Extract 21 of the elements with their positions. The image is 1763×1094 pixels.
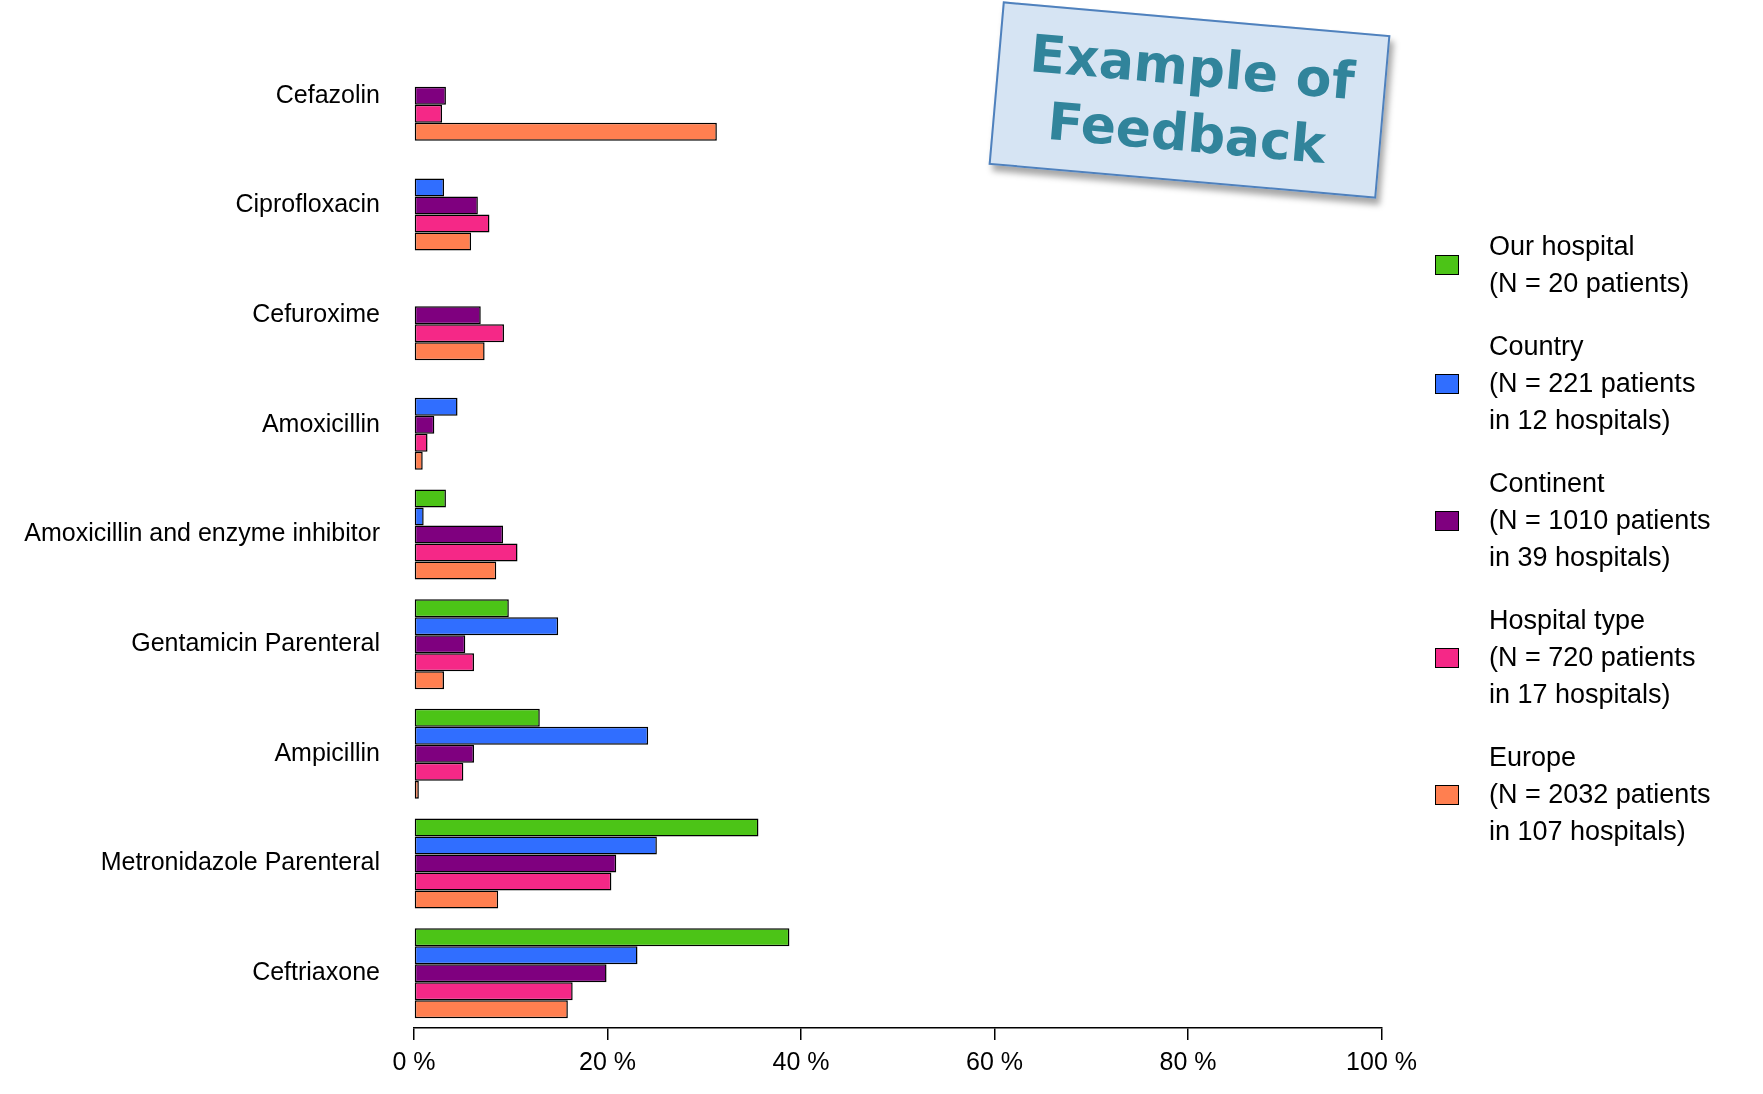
x-tick-label: 100 % (1346, 1046, 1417, 1075)
legend-label: Our hospital (N = 20 patients) (1489, 230, 1690, 300)
x-tick-label: 60 % (966, 1046, 1024, 1075)
x-tick-label: 80 % (1159, 1046, 1217, 1075)
x-tick-label: 20 % (579, 1046, 636, 1075)
y-tick-label: Amoxicillin and enzyme inhibitor (24, 518, 380, 547)
y-tick-label: Amoxicillin (261, 408, 380, 437)
legend-label: Continent (N = 1010 patients in 39 hospitals) (1489, 467, 1711, 574)
x-tick-label: 0 % (392, 1046, 436, 1075)
y-tick-label: Metronidazole Parenteral (100, 847, 380, 876)
annotation: Example of Feedback (988, 1, 1391, 199)
y-tick-label: Ceftriaxone (252, 957, 380, 986)
y-tick-label: Cefuroxime (252, 299, 380, 328)
y-tick-label: Ampicillin (274, 737, 380, 766)
legend-label: Country (N = 221 patients in 12 hospitals) (1489, 330, 1696, 437)
x-tick-label: 40 % (772, 1046, 830, 1075)
y-tick-label: Cefazolin (275, 79, 380, 108)
y-tick-label: Gentamicin Parenteral (131, 628, 380, 657)
legend-label: Hospital type (N = 720 patients in 17 hospitals) (1489, 604, 1696, 711)
y-tick-label: Ciprofloxacin (235, 189, 380, 218)
legend-label: Europe (N = 2032 patients in 107 hospitals) (1489, 741, 1711, 848)
